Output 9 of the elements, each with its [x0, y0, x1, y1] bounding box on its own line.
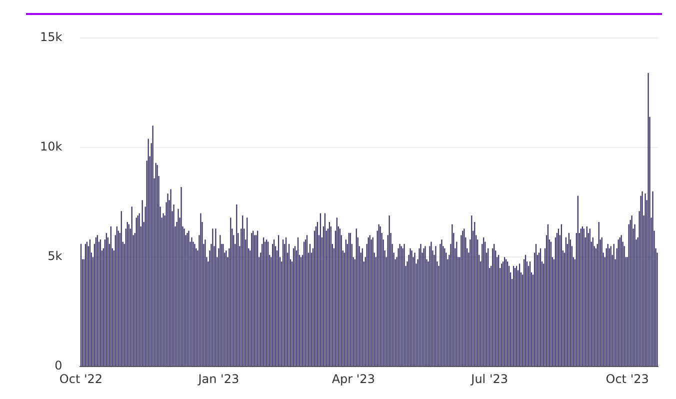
x-tick-label: Oct '23 [606, 372, 649, 386]
y-tick-label: 0 [54, 358, 62, 373]
x-tick-label: Jan '23 [197, 372, 240, 386]
y-tick-label: 15k [40, 30, 62, 44]
x-tick-label: Apr '23 [332, 372, 375, 386]
x-tick-label: Oct '22 [59, 372, 103, 386]
y-tick-label: 5k [48, 249, 62, 264]
y-tick-label: 10k [40, 140, 62, 154]
x-tick-label: Jul '23 [470, 372, 508, 386]
